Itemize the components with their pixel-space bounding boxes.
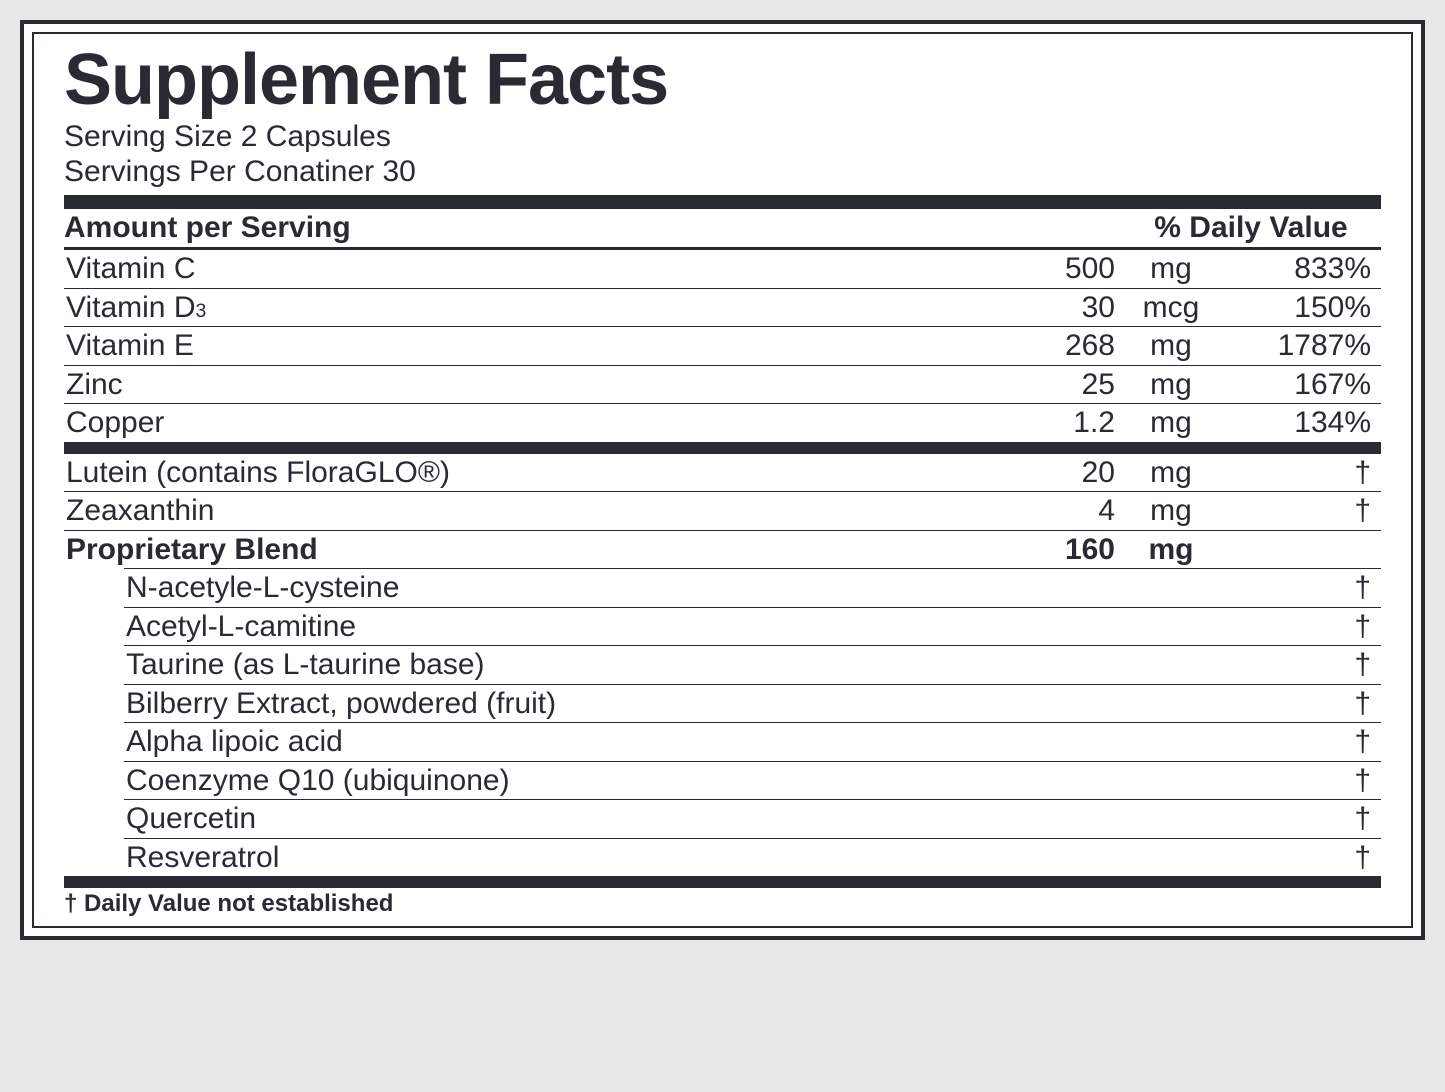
blend-item-dv: † <box>1221 646 1381 684</box>
divider-thick <box>64 195 1381 209</box>
nutrient-row: Lutein (contains FloraGLO®)20mg† <box>64 454 1381 493</box>
nutrient-amount: 25 <box>1001 366 1121 404</box>
blend-item-name: N-acetyle-L-cysteine <box>124 569 1001 607</box>
blend-item-name: Alpha lipoic acid <box>124 723 1001 761</box>
nutrient-name: Copper <box>64 404 1001 442</box>
nutrient-row: Vitamin E268mg1787% <box>64 327 1381 366</box>
nutrient-row: Zeaxanthin4mg† <box>64 492 1381 531</box>
blend-item-dv: † <box>1221 685 1381 723</box>
nutrient-rows-mid: Lutein (contains FloraGLO®)20mg†Zeaxanth… <box>64 454 1381 531</box>
nutrient-name: Lutein (contains FloraGLO®) <box>64 454 1001 492</box>
blend-item-name: Acetyl-L-camitine <box>124 608 1001 646</box>
blend-item-rows: N-acetyle-L-cysteine†Acetyl-L-camitine†T… <box>64 568 1381 876</box>
blend-item-dv: † <box>1221 762 1381 800</box>
blend-item-row: Alpha lipoic acid † <box>124 723 1381 762</box>
nutrient-name: Vitamin C <box>64 250 1001 288</box>
nutrient-unit: mcg <box>1121 289 1221 327</box>
nutrient-dv: 1787% <box>1221 327 1381 365</box>
nutrient-unit: mg <box>1121 492 1221 530</box>
supplement-facts-panel: Supplement Facts Serving Size 2 Capsules… <box>20 20 1425 940</box>
nutrient-amount: 500 <box>1001 250 1121 288</box>
blend-item-dv: † <box>1221 608 1381 646</box>
blend-item-dv: † <box>1221 839 1381 877</box>
nutrient-amount: 20 <box>1001 454 1121 492</box>
nutrient-dv: 167% <box>1221 366 1381 404</box>
nutrient-unit: mg <box>1121 250 1221 288</box>
blend-item-row: Coenzyme Q10 (ubiquinone) † <box>124 762 1381 801</box>
blend-item-row: Resveratrol † <box>124 839 1381 877</box>
nutrient-row: Vitamin D330mcg150% <box>64 289 1381 328</box>
nutrient-rows-top: Vitamin C500mg833%Vitamin D330mcg150%Vit… <box>64 250 1381 442</box>
nutrient-name: Zeaxanthin <box>64 492 1001 530</box>
nutrient-dv: † <box>1221 492 1381 530</box>
nutrient-unit: mg <box>1121 454 1221 492</box>
blend-item-row: Bilberry Extract, powdered (fruit) † <box>124 685 1381 724</box>
table-header-row: Amount per Serving % Daily Value <box>64 209 1381 250</box>
blend-item-row: Taurine (as L-taurine base) † <box>124 646 1381 685</box>
nutrient-row: Zinc25mg167% <box>64 366 1381 405</box>
nutrient-name: Vitamin E <box>64 327 1001 365</box>
blend-item-dv: † <box>1221 569 1381 607</box>
blend-item-name: Resveratrol <box>124 839 1001 877</box>
nutrient-unit: mg <box>1121 366 1221 404</box>
blend-item-row: Quercetin † <box>124 800 1381 839</box>
blend-item-name: Bilberry Extract, powdered (fruit) <box>124 685 1001 723</box>
nutrient-dv: † <box>1221 454 1381 492</box>
nutrient-amount: 30 <box>1001 289 1121 327</box>
nutrient-dv: 134% <box>1221 404 1381 442</box>
nutrient-amount: 268 <box>1001 327 1121 365</box>
nutrient-amount: 4 <box>1001 492 1121 530</box>
blend-name: Proprietary Blend <box>64 531 1001 569</box>
supplement-facts-inner: Supplement Facts Serving Size 2 Capsules… <box>32 32 1413 928</box>
divider-thick <box>64 442 1381 454</box>
blend-item-dv: † <box>1221 723 1381 761</box>
blend-item-name: Coenzyme Q10 (ubiquinone) <box>124 762 1001 800</box>
blend-amount: 160 <box>1001 531 1121 569</box>
nutrient-dv: 833% <box>1221 250 1381 288</box>
nutrient-unit: mg <box>1121 404 1221 442</box>
blend-unit: mg <box>1121 531 1221 569</box>
blend-item-name: Taurine (as L-taurine base) <box>124 646 1001 684</box>
footnote: † Daily Value not established <box>64 888 1381 918</box>
nutrient-name: Vitamin D3 <box>64 289 1001 327</box>
blend-item-row: N-acetyle-L-cysteine † <box>124 568 1381 608</box>
header-dv-label: % Daily Value <box>1121 211 1381 245</box>
panel-title: Supplement Facts <box>64 44 1381 116</box>
blend-item-dv: † <box>1221 800 1381 838</box>
nutrient-amount: 1.2 <box>1001 404 1121 442</box>
nutrient-row: Copper1.2mg134% <box>64 404 1381 442</box>
nutrient-name: Zinc <box>64 366 1001 404</box>
nutrient-row: Vitamin C500mg833% <box>64 250 1381 289</box>
blend-item-row: Acetyl-L-camitine † <box>124 608 1381 647</box>
divider-thick <box>64 876 1381 888</box>
blend-item-name: Quercetin <box>124 800 1001 838</box>
servings-per-container: Servings Per Conatiner 30 <box>64 155 1381 190</box>
header-amount-label: Amount per Serving <box>64 211 1001 245</box>
serving-size: Serving Size 2 Capsules <box>64 120 1381 155</box>
proprietary-blend-row: Proprietary Blend 160 mg <box>64 531 1381 569</box>
nutrient-dv: 150% <box>1221 289 1381 327</box>
nutrient-unit: mg <box>1121 327 1221 365</box>
